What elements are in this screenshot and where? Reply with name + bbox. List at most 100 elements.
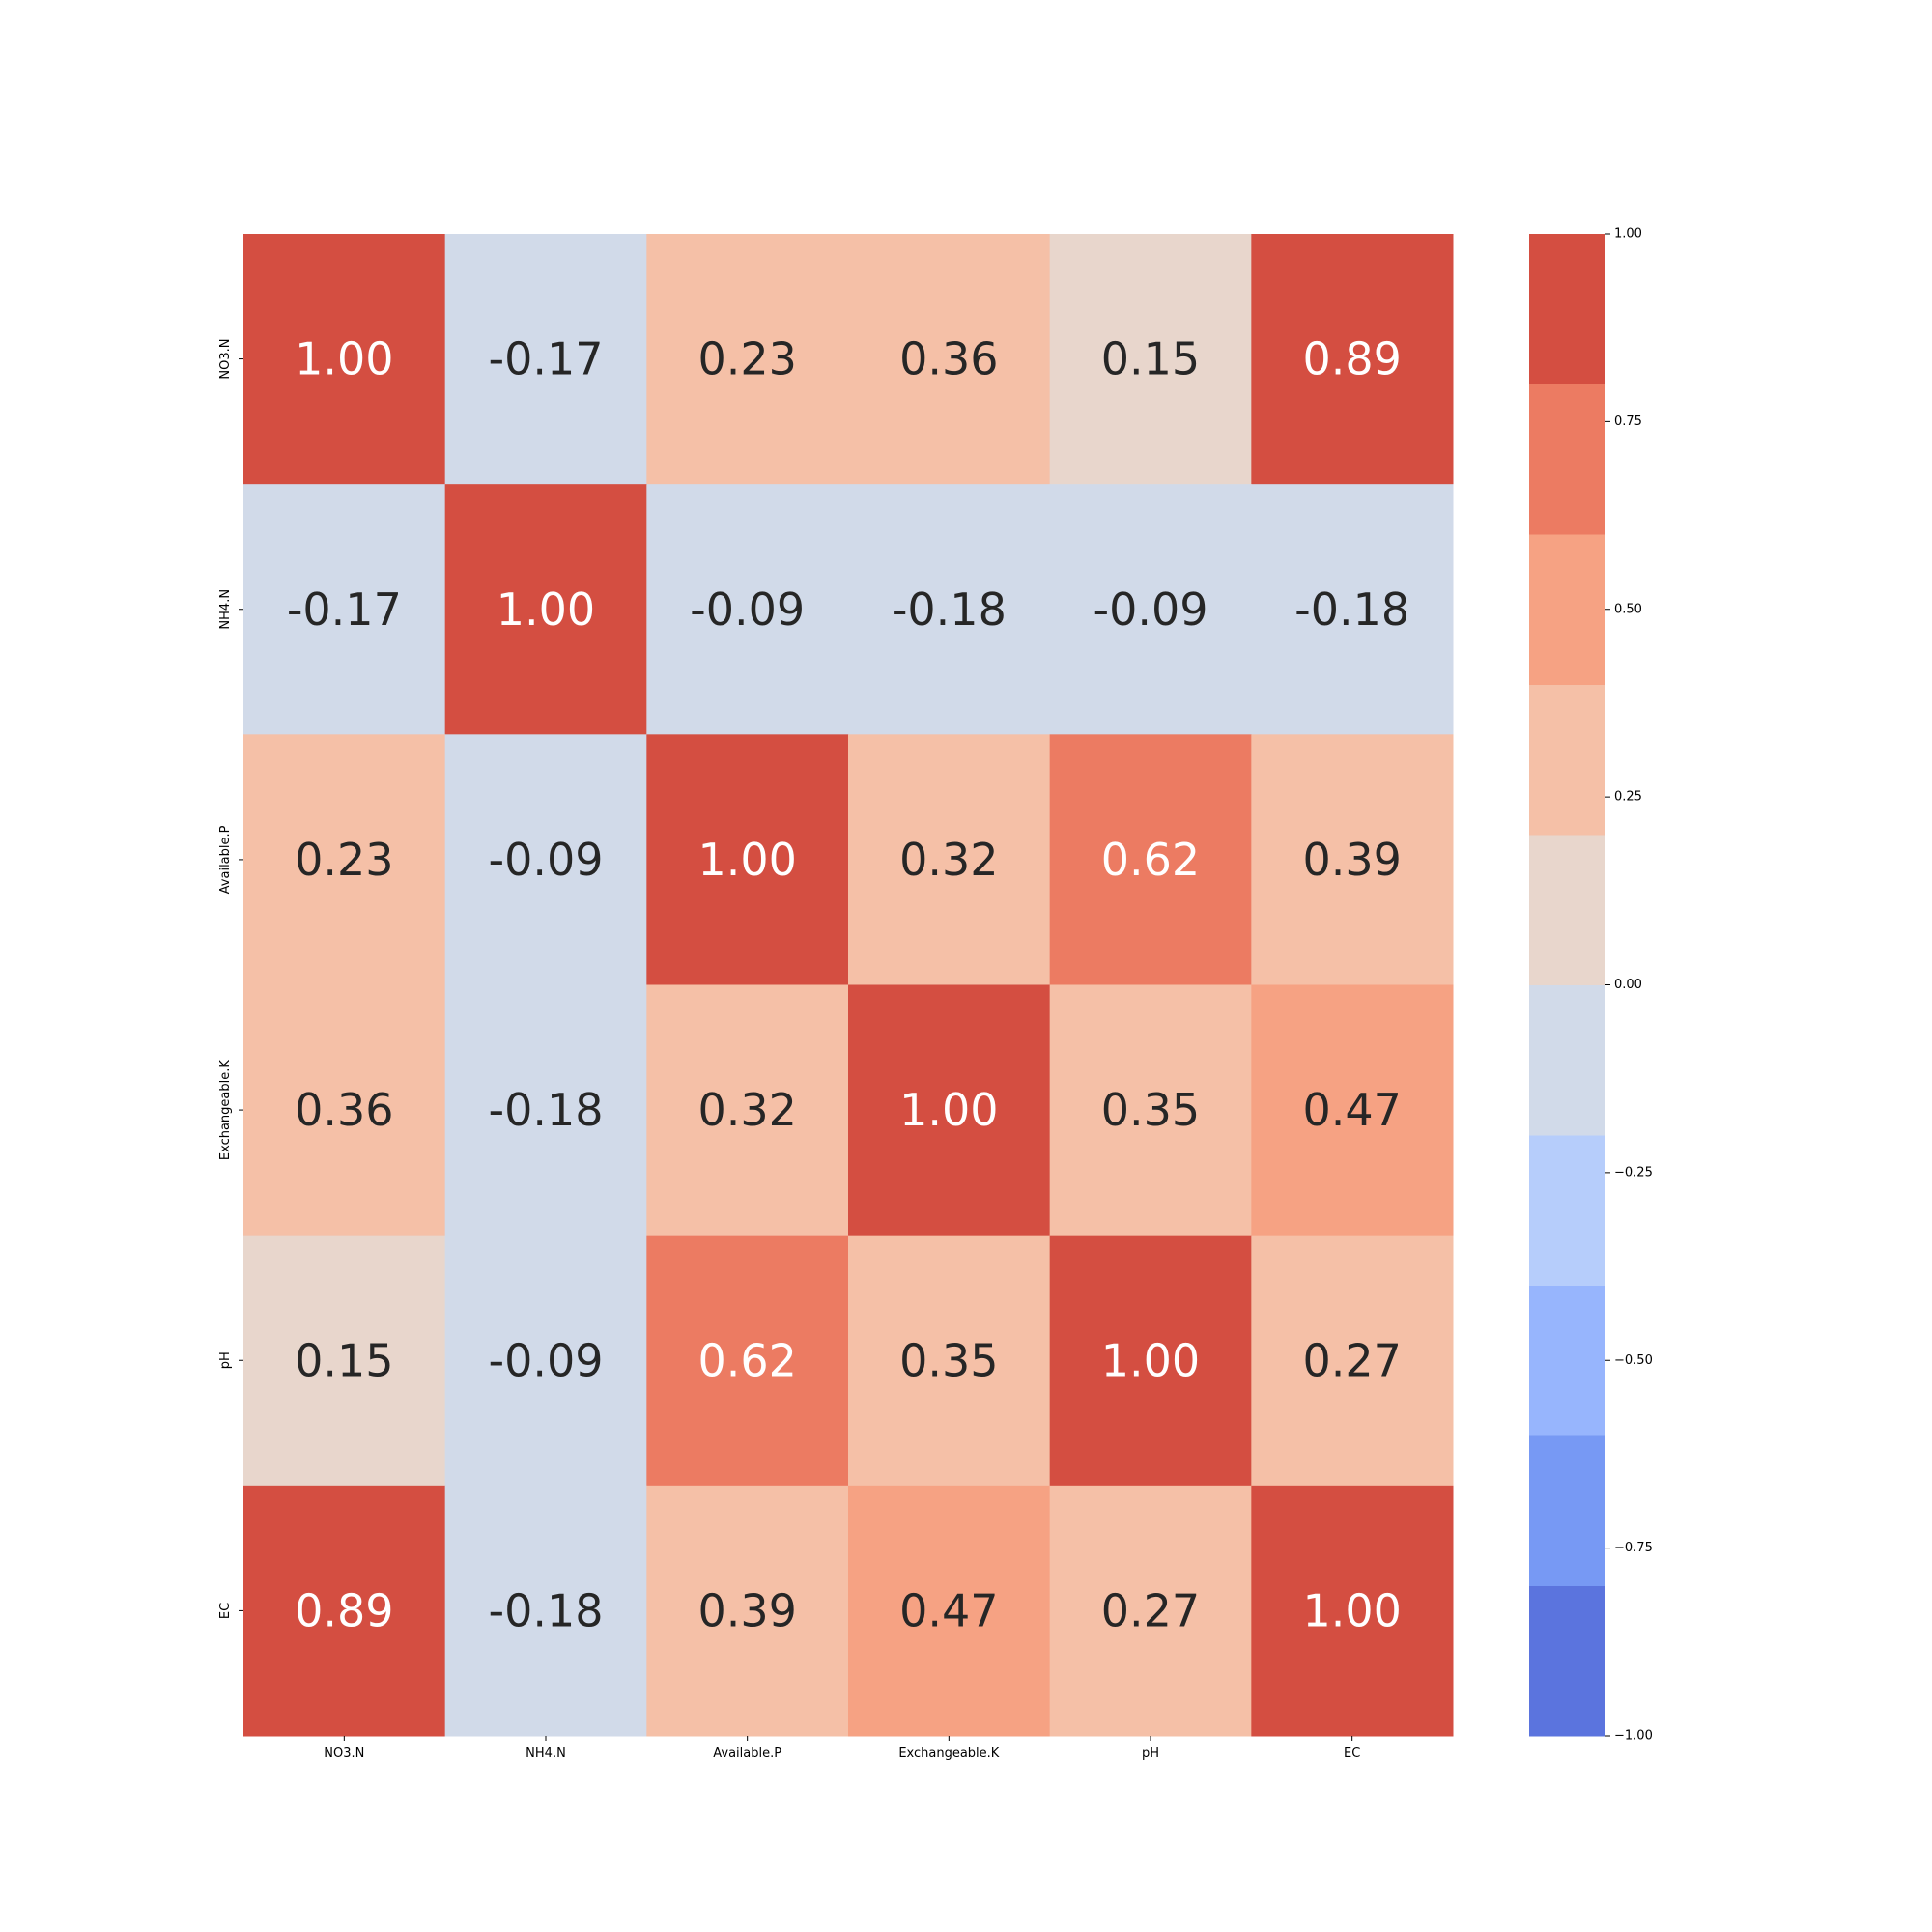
heatmap-cell-5-1: [444, 1485, 647, 1737]
heatmap-cell-5-3: [848, 1485, 1051, 1737]
cell-label-5-0: 0.89: [295, 1584, 393, 1636]
cell-label-0-5: 0.89: [1302, 333, 1401, 385]
colorbar-tick-label: −1.00: [1614, 1729, 1653, 1744]
cell-label-0-0: 1.00: [295, 333, 393, 385]
cell-label-4-3: 0.35: [899, 1334, 998, 1386]
cell-label-4-4: 1.00: [1101, 1334, 1200, 1386]
heatmap-cell-5-5: [1251, 1485, 1454, 1737]
cell-label-2-3: 0.32: [899, 834, 998, 886]
cell-label-4-2: 0.62: [697, 1334, 796, 1386]
y-tick-label: pH: [218, 1351, 233, 1369]
cell-label-0-4: 0.15: [1101, 333, 1200, 385]
x-tick-label: Available.P: [713, 1747, 781, 1761]
heatmap-cell-3-2: [646, 984, 849, 1236]
heatmap-cell-5-0: [243, 1485, 446, 1737]
cell-label-3-4: 0.35: [1101, 1084, 1200, 1136]
heatmap-cell-1-0: [243, 484, 446, 735]
cell-label-3-2: 0.32: [697, 1084, 796, 1136]
cell-label-1-1: 1.00: [497, 583, 595, 636]
colorbar-tick-label: 0.25: [1614, 790, 1642, 805]
colorbar-tick-label: 1.00: [1614, 227, 1642, 242]
heatmap-cell-1-4: [1049, 484, 1252, 735]
y-tick-label: NO3.N: [218, 339, 233, 380]
heatmap-cell-4-1: [444, 1235, 647, 1487]
cell-label-1-5: -0.18: [1294, 583, 1409, 636]
heatmap-cell-1-5: [1251, 484, 1454, 735]
cell-label-3-0: 0.36: [295, 1084, 393, 1136]
heatmap-cell-1-1: [444, 484, 647, 735]
heatmap-cell-0-3: [848, 234, 1051, 485]
cell-label-1-0: -0.17: [287, 583, 402, 636]
heatmap-cell-0-0: [243, 234, 446, 485]
cell-label-4-5: 0.27: [1302, 1334, 1401, 1386]
cell-label-1-4: -0.09: [1093, 583, 1208, 636]
colorbar: 1.00 0.75 0.50 0.25 0.00 −0.25 −0.50 −0.75 −1.00: [1529, 227, 1653, 1744]
cell-label-5-5: 1.00: [1302, 1584, 1401, 1636]
heatmap-cell-2-5: [1251, 734, 1454, 985]
cell-label-3-3: 1.00: [899, 1084, 998, 1136]
colorbar-tick-label: −0.50: [1614, 1353, 1653, 1368]
cell-label-3-1: -0.18: [488, 1084, 603, 1136]
heatmap-cell-2-3: [848, 734, 1051, 985]
colorbar-bin-4: [1529, 984, 1605, 1136]
heatmap-cell-3-1: [444, 984, 647, 1236]
cell-label-0-2: 0.23: [697, 333, 796, 385]
cell-label-0-1: -0.17: [488, 333, 603, 385]
heatmap-cell-3-0: [243, 984, 446, 1236]
heatmap-cell-0-2: [646, 234, 849, 485]
heatmap-cell-5-4: [1049, 1485, 1252, 1737]
x-tick-label: pH: [1142, 1747, 1159, 1761]
cell-label-3-5: 0.47: [1302, 1084, 1401, 1136]
x-tick-label: EC: [1344, 1747, 1360, 1761]
heatmap-cell-0-5: [1251, 234, 1454, 485]
x-tick-label: NO3.N: [324, 1747, 364, 1761]
heatmap-cell-2-0: [243, 734, 446, 985]
colorbar-tick-label: −0.75: [1614, 1541, 1653, 1555]
y-tick-label: EC: [218, 1603, 233, 1619]
colorbar-bin-9: [1529, 234, 1605, 384]
colorbar-bin-5: [1529, 835, 1605, 985]
cell-label-5-1: -0.18: [488, 1584, 603, 1636]
colorbar-bin-1: [1529, 1435, 1605, 1586]
heatmap-cell-0-1: [444, 234, 647, 485]
colorbar-bin-3: [1529, 1135, 1605, 1286]
heatmap-cell-4-3: [848, 1235, 1051, 1487]
heatmap-cell-2-2: [646, 734, 849, 985]
heatmap-cell-1-3: [848, 484, 1051, 735]
cell-label-5-3: 0.47: [899, 1584, 998, 1636]
heatmap-cell-3-4: [1049, 984, 1252, 1236]
cell-label-2-4: 0.62: [1101, 834, 1200, 886]
x-tick-label: NH4.N: [526, 1747, 566, 1761]
colorbar-tick-label: 0.75: [1614, 414, 1642, 429]
colorbar-tick-label: 0.00: [1614, 978, 1642, 992]
y-tick-label: Available.P: [218, 825, 233, 894]
heatmap-cell-2-1: [444, 734, 647, 985]
colorbar-bin-2: [1529, 1285, 1605, 1436]
y-tick-label: Exchangeable.K: [218, 1060, 233, 1160]
cell-label-2-1: -0.09: [488, 834, 603, 886]
colorbar-bin-0: [1529, 1585, 1605, 1737]
colorbar-bin-8: [1529, 384, 1605, 535]
heatmap-cell-5-2: [646, 1485, 849, 1737]
heatmap-cells: [243, 234, 1454, 1737]
y-tick-label: NH4.N: [218, 589, 233, 630]
heatmap-annotations: 1.00 -0.17 0.23 0.36 0.15 0.89 -0.17 1.00 -0.09 -…: [287, 333, 1409, 1637]
heatmap-cell-3-5: [1251, 984, 1454, 1236]
colorbar-bin-7: [1529, 534, 1605, 685]
cell-label-0-3: 0.36: [899, 333, 998, 385]
cell-label-5-2: 0.39: [697, 1584, 796, 1636]
cell-label-5-4: 0.27: [1101, 1584, 1200, 1636]
colorbar-tick-label: −0.25: [1614, 1165, 1653, 1179]
heatmap-cell-1-2: [646, 484, 849, 735]
heatmap-cell-0-4: [1049, 234, 1252, 485]
cell-label-2-5: 0.39: [1302, 834, 1401, 886]
cell-label-4-1: -0.09: [488, 1334, 603, 1386]
x-axis-ticks: NO3.N NH4.N Available.P Exchangeable.K pH EC: [324, 1736, 1360, 1761]
x-tick-label: Exchangeable.K: [898, 1747, 999, 1761]
heatmap-cell-4-5: [1251, 1235, 1454, 1487]
heatmap-cell-2-4: [1049, 734, 1252, 985]
cell-label-4-0: 0.15: [295, 1334, 393, 1386]
heatmap-cell-4-0: [243, 1235, 446, 1487]
y-axis-ticks: NO3.N NH4.N Available.P Exchangeable.K pH EC: [218, 339, 243, 1619]
